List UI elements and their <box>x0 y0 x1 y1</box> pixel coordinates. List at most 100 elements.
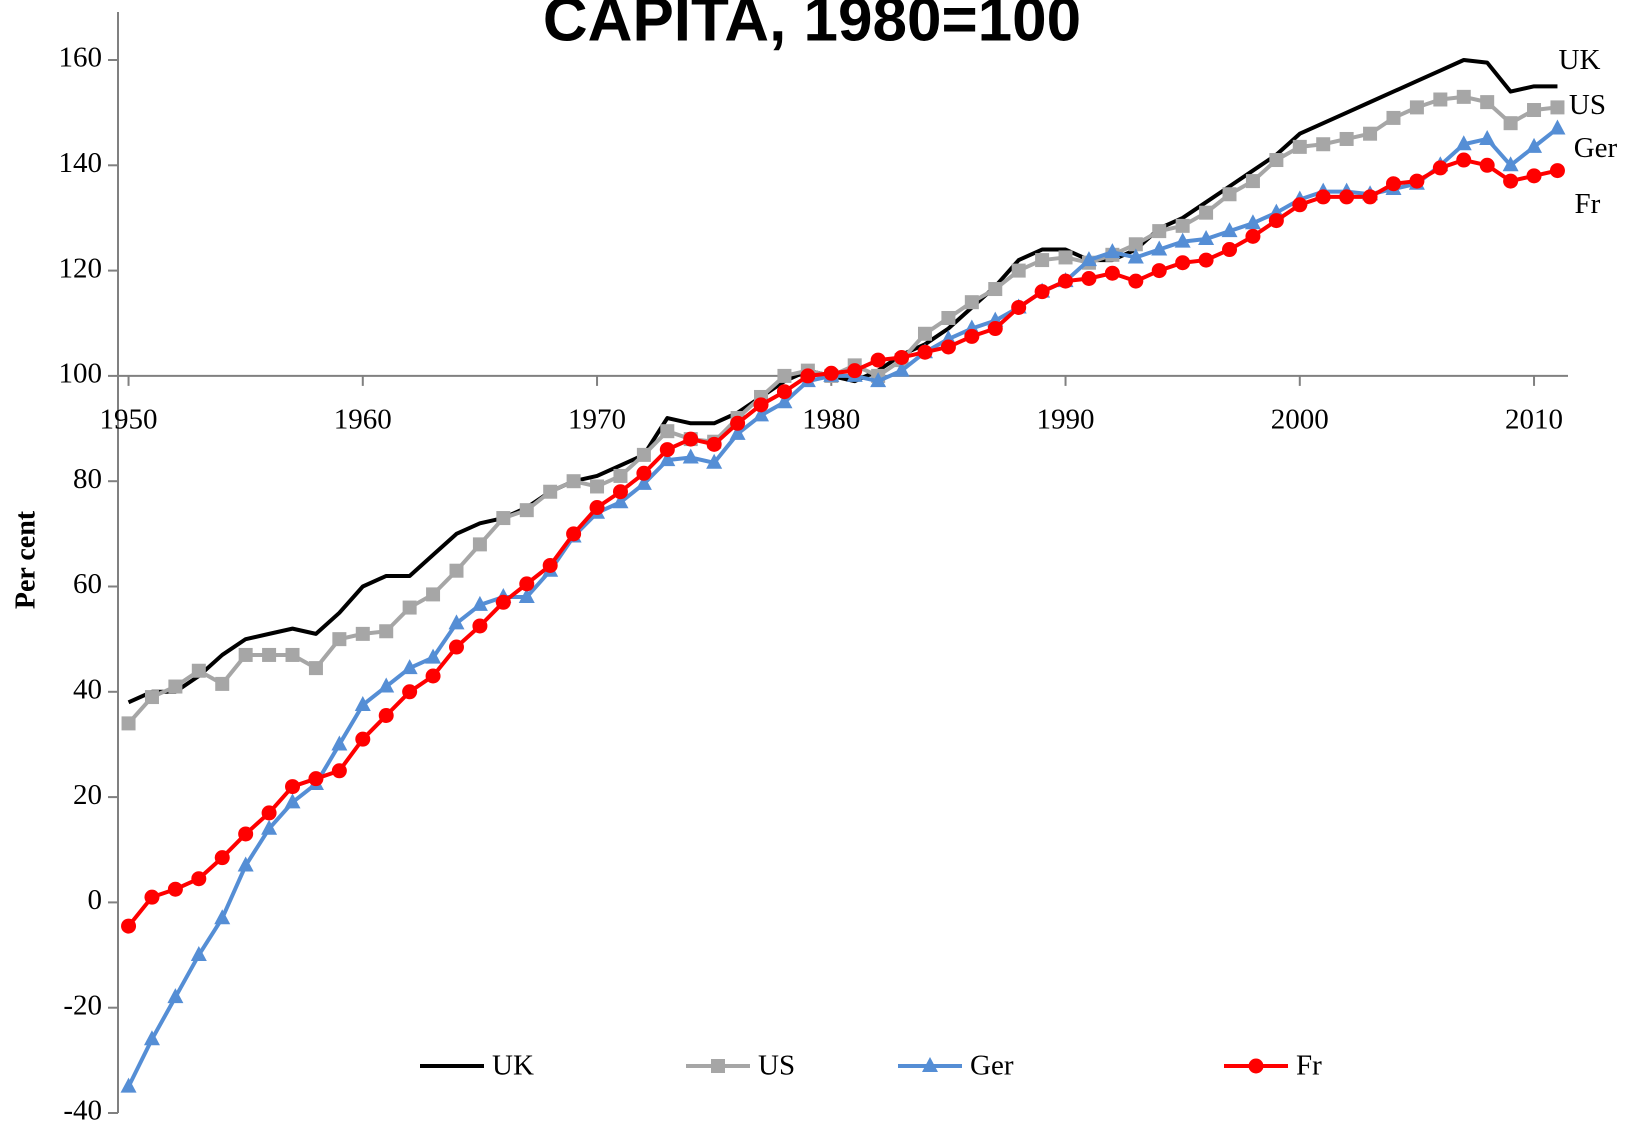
point <box>1502 156 1519 172</box>
point <box>1034 284 1050 300</box>
point <box>1174 232 1191 248</box>
point <box>355 731 371 747</box>
point <box>1433 92 1448 107</box>
point <box>542 557 558 573</box>
end-label: US <box>1569 89 1606 121</box>
point <box>378 677 395 693</box>
point <box>636 465 652 481</box>
point <box>308 771 324 787</box>
point <box>1152 224 1167 239</box>
point <box>1550 100 1565 115</box>
point <box>1456 152 1472 168</box>
point <box>331 735 348 751</box>
point <box>1480 95 1495 110</box>
point <box>776 384 792 400</box>
y-tick-label: -40 <box>63 1095 102 1124</box>
point <box>519 576 535 592</box>
y-tick-label: 100 <box>59 358 103 390</box>
point <box>143 1030 160 1046</box>
point <box>1526 137 1543 153</box>
series <box>121 152 1565 934</box>
point <box>355 626 370 641</box>
point <box>1244 214 1261 230</box>
point <box>987 321 1003 337</box>
point <box>1385 176 1401 192</box>
point <box>285 779 301 795</box>
point <box>941 310 956 325</box>
point <box>1409 173 1425 189</box>
point <box>261 819 278 835</box>
y-tick-label: -20 <box>63 989 102 1021</box>
point <box>1432 160 1448 176</box>
y-tick-label: 60 <box>73 568 102 600</box>
point <box>753 406 770 422</box>
point <box>285 647 300 662</box>
legend-label: Ger <box>970 1050 1014 1082</box>
point <box>776 393 793 409</box>
point <box>1222 187 1237 202</box>
point <box>636 447 651 462</box>
point <box>1198 252 1214 268</box>
point <box>401 659 418 675</box>
point <box>214 850 230 866</box>
point <box>190 946 207 962</box>
point <box>1526 168 1542 184</box>
point <box>144 889 160 905</box>
point <box>1549 119 1566 135</box>
point <box>191 871 207 887</box>
point <box>612 484 628 500</box>
point <box>496 511 511 526</box>
y-tick-label: 120 <box>59 252 103 284</box>
point <box>237 856 254 872</box>
y-tick-label: 80 <box>73 463 102 495</box>
point <box>777 368 792 383</box>
line <box>127 58 1558 705</box>
point <box>566 526 582 542</box>
point <box>823 365 839 381</box>
point <box>1104 243 1121 259</box>
point <box>379 624 394 639</box>
point <box>870 352 886 368</box>
series <box>120 119 1566 1093</box>
point <box>1549 163 1565 179</box>
point <box>1058 273 1074 289</box>
legend-marker <box>922 1057 938 1072</box>
point <box>378 707 394 723</box>
point <box>589 500 605 516</box>
point <box>1316 137 1331 152</box>
point <box>238 647 253 662</box>
point <box>1362 189 1378 205</box>
legend-label: UK <box>492 1050 534 1082</box>
end-label: Ger <box>1574 132 1618 164</box>
point <box>659 442 675 458</box>
point <box>706 436 722 452</box>
point <box>261 805 277 821</box>
point <box>1175 218 1190 233</box>
point <box>1292 139 1307 154</box>
point <box>121 918 137 934</box>
point <box>238 826 254 842</box>
point <box>566 474 581 489</box>
point <box>1058 250 1073 265</box>
point <box>472 537 487 552</box>
point <box>1127 248 1144 264</box>
y-tick-label: 20 <box>73 779 102 811</box>
point <box>354 695 371 711</box>
end-label: UK <box>1559 44 1601 76</box>
point <box>612 493 629 509</box>
point <box>121 716 136 731</box>
point <box>847 363 863 379</box>
point <box>1268 213 1284 229</box>
point <box>1035 253 1050 268</box>
legend-marker <box>1248 1058 1264 1074</box>
point <box>1080 251 1097 267</box>
point <box>1222 242 1238 258</box>
point <box>1011 263 1026 278</box>
point <box>940 339 956 355</box>
point <box>284 793 301 809</box>
x-tick-label: 1950 <box>100 404 158 436</box>
point <box>167 988 184 1004</box>
legend-label: Fr <box>1296 1050 1322 1082</box>
y-tick-label: 140 <box>59 147 103 179</box>
x-tick-label: 2010 <box>1505 404 1563 436</box>
